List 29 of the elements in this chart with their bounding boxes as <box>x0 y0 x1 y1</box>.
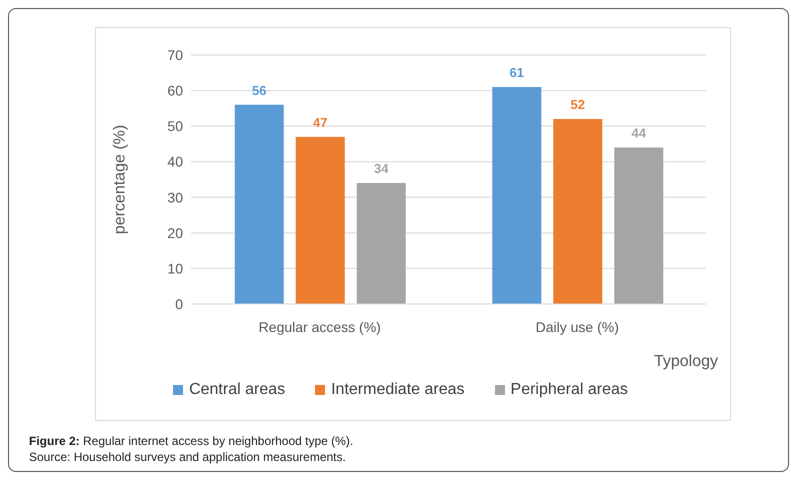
y-tick-label: 20 <box>167 224 184 241</box>
bar <box>553 119 602 304</box>
legend-label: Peripheral areas <box>510 381 628 399</box>
data-label: 44 <box>632 125 647 140</box>
bar <box>296 136 345 304</box>
bar <box>492 87 542 304</box>
bar <box>356 183 406 304</box>
y-tick-label: 40 <box>167 154 184 170</box>
bar <box>614 147 664 304</box>
y-tick-label: 10 <box>167 260 184 276</box>
bar <box>234 104 284 304</box>
legend-label: Central areas <box>189 381 286 399</box>
caption: Figure 2: Regular internet access by neighborhood type (%). <box>29 433 354 449</box>
data-label: 47 <box>313 114 328 130</box>
x-tick-label: Regular access (%) <box>258 318 381 335</box>
y-tick-label: 0 <box>175 296 184 312</box>
x-axis-title: Typology <box>654 353 718 371</box>
y-tick-label: 60 <box>167 82 184 99</box>
y-tick-label: 50 <box>167 118 184 134</box>
data-label: 52 <box>570 97 586 112</box>
data-label: 34 <box>374 161 390 176</box>
source-note: Source: Household surveys and application measurements. <box>29 449 347 465</box>
data-label: 56 <box>252 82 267 98</box>
data-label: 61 <box>510 65 524 80</box>
y-tick-label: 30 <box>167 189 184 206</box>
y-axis-title: percentage (%) <box>112 124 129 234</box>
legend-label: Intermediate areas <box>331 381 465 399</box>
x-tick-label: Daily use (%) <box>536 318 619 335</box>
y-tick-label: 70 <box>167 46 184 63</box>
